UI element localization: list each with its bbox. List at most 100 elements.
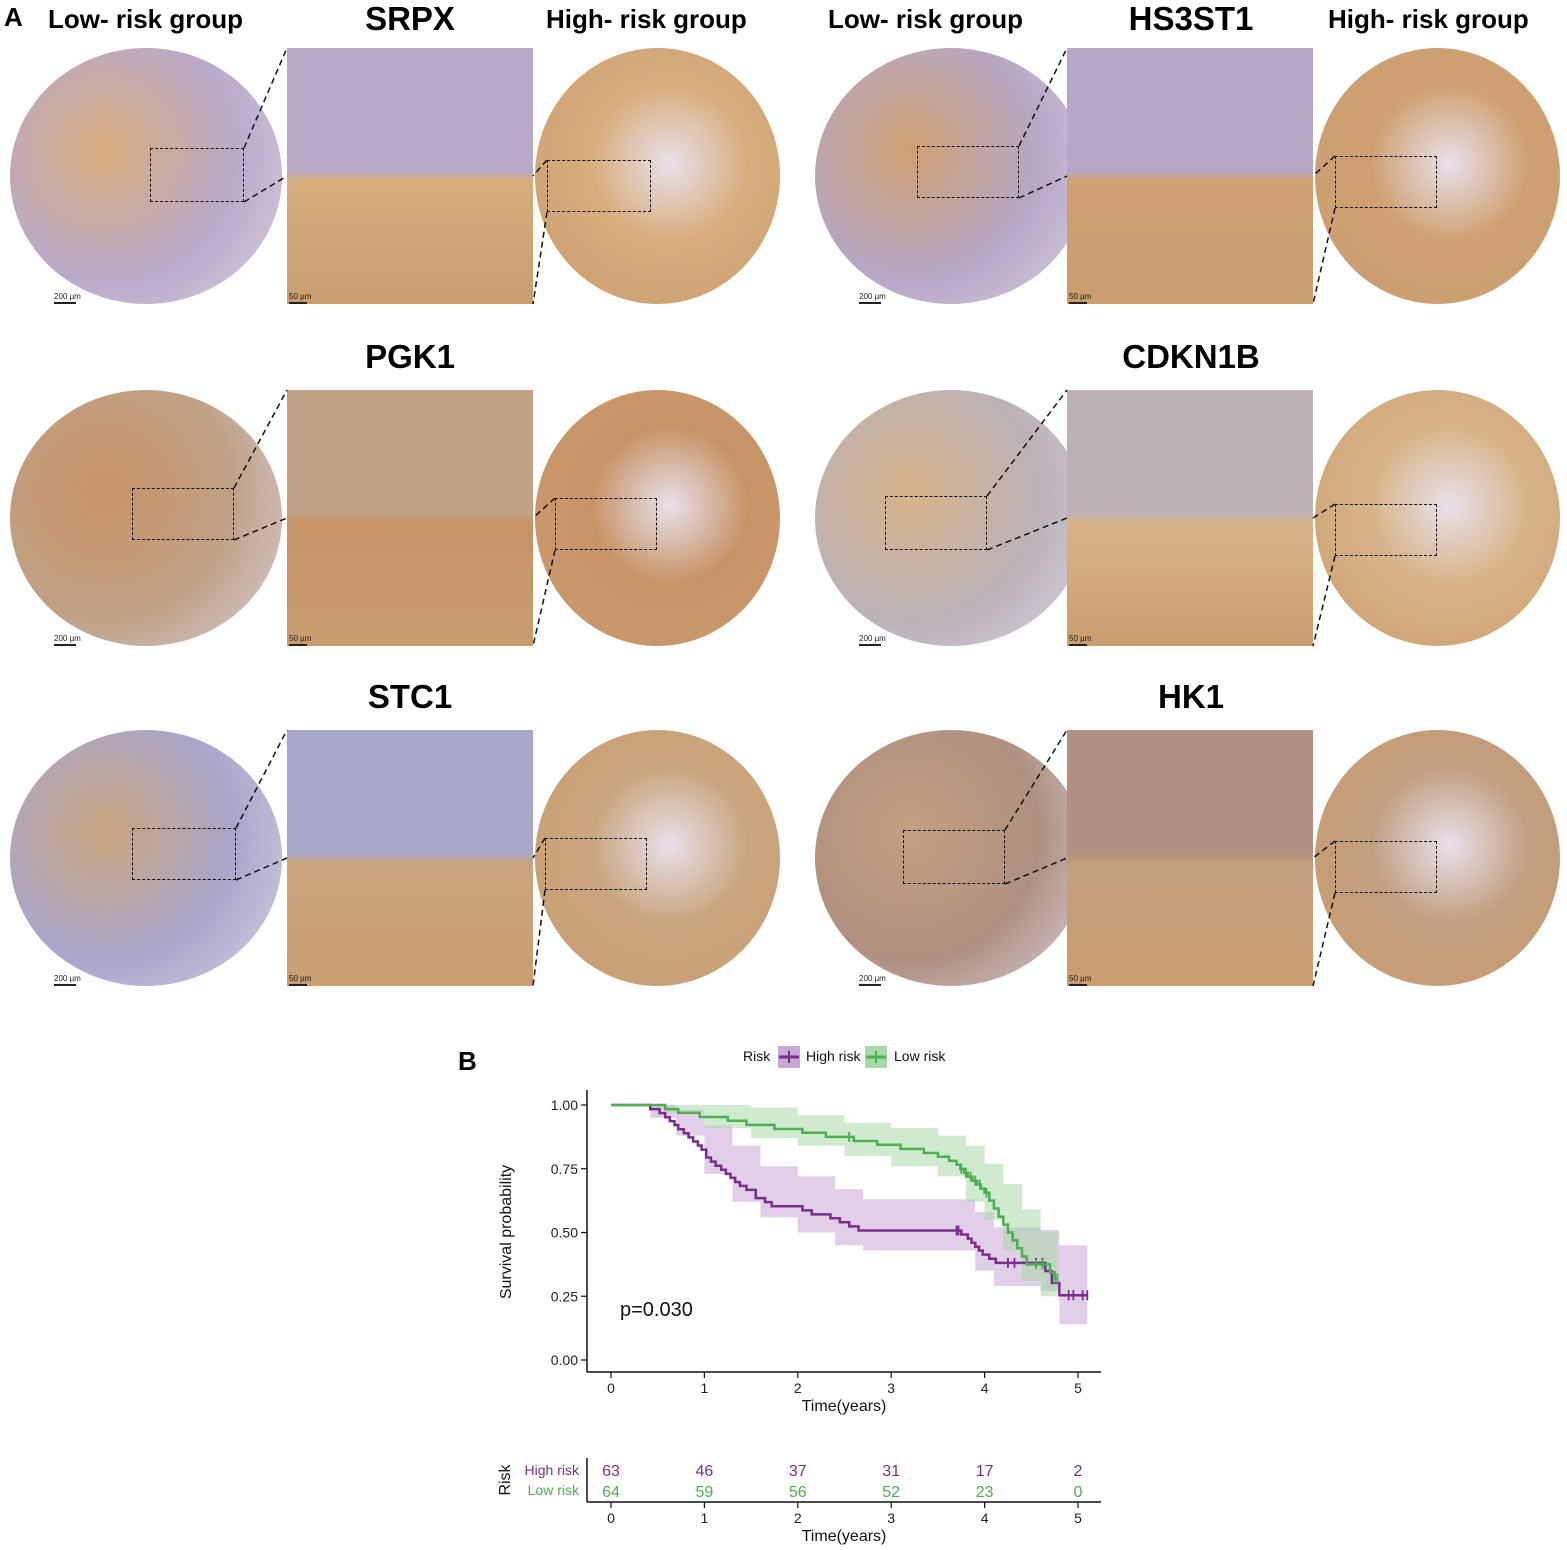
p-value-annotation: p=0.030	[620, 1299, 693, 1321]
scale-bar-50um: 50 µm	[1069, 292, 1091, 304]
x-tick-label: 1	[701, 1380, 709, 1396]
zoom-connector-line	[1312, 892, 1336, 987]
tissue-core-low-risk	[10, 48, 282, 304]
scale-bar-50um: 50 µm	[1069, 974, 1091, 986]
x-tick-label: 0	[607, 1510, 615, 1526]
x-tick-label: 2	[794, 1510, 802, 1526]
low-risk-group-label-left: Low- risk group	[48, 4, 243, 34]
panel-a-letter: A	[4, 2, 23, 32]
risk-table-x-ticks: 0 1 2 3 4 5	[607, 1502, 1082, 1526]
zoom-connector-line	[1018, 47, 1068, 147]
risk-table-count: 56	[789, 1484, 807, 1501]
gene-title-hs3st1: HS3ST1	[1128, 0, 1254, 37]
legend-item-high-risk: High risk	[778, 1046, 861, 1068]
scale-label: 50 µm	[1069, 634, 1092, 643]
tissue-core-low-risk	[815, 730, 1087, 986]
gene-title-pgk1: PGK1	[365, 338, 455, 375]
scale-label: 200 µm	[54, 634, 81, 643]
x-tick-label: 3	[887, 1510, 895, 1526]
zoom-connector-line	[1312, 207, 1336, 305]
scale-label: 200 µm	[54, 974, 81, 983]
risk-table-title: Risk	[497, 1463, 514, 1495]
risk-table-count: 23	[976, 1484, 994, 1501]
scale-label: 50 µm	[1069, 974, 1092, 983]
gene-title-stc1: STC1	[367, 678, 453, 715]
legend-title: Risk	[743, 1048, 771, 1064]
tissue-core-high-risk	[1315, 48, 1560, 304]
zoom-connector-line	[1312, 503, 1336, 519]
zoomed-region	[287, 390, 533, 646]
y-tick-label: 0.25	[551, 1288, 578, 1304]
scale-bar-50um: 50 µm	[289, 974, 311, 986]
zoomed-region	[287, 48, 533, 304]
zoomed-region	[1067, 390, 1313, 646]
zoom-connector-line	[235, 729, 288, 829]
roi-box-low-risk	[917, 146, 1019, 198]
zoom-connector-line	[986, 517, 1068, 551]
risk-table-count: 2	[1074, 1463, 1083, 1480]
zoom-connector-line	[986, 389, 1068, 497]
x-axis-ticks: 0 1 2 3 4 5	[607, 1372, 1082, 1396]
confidence-bands	[611, 1105, 1088, 1325]
scale-label: 200 µm	[54, 292, 81, 301]
panel-b-letter: B	[458, 1046, 477, 1076]
scale-label: 50 µm	[1069, 292, 1092, 301]
tissue-core-high-risk	[1315, 390, 1560, 646]
legend-label-low-risk: Low risk	[894, 1048, 946, 1064]
zoom-connector-line	[532, 837, 546, 859]
risk-table-count: 0	[1074, 1484, 1083, 1501]
scale-label: 50 µm	[289, 292, 312, 301]
x-tick-label: 5	[1074, 1510, 1082, 1526]
y-tick-label: 0.50	[551, 1225, 578, 1241]
x-tick-label: 2	[794, 1380, 802, 1396]
x-tick-label: 4	[981, 1510, 989, 1526]
zoom-connector-line	[243, 175, 288, 203]
zoom-connector-lines	[233, 47, 1336, 987]
confidence-band-low-risk	[611, 1105, 1058, 1304]
scale-bar-50um: 50 µm	[1069, 634, 1091, 646]
zoom-connector-line	[243, 47, 288, 149]
gene-title-hk1: HK1	[1157, 678, 1225, 715]
risk-table-x-axis-label: Time(years)	[802, 1528, 887, 1545]
y-axis-label: Survival probability	[498, 1165, 515, 1299]
zoomed-region	[1067, 48, 1313, 304]
scale-bar-50um: 50 µm	[289, 634, 311, 646]
low-risk-group-label-right: Low- risk group	[828, 4, 1023, 34]
survival-curve-high-risk	[611, 1103, 1088, 1297]
scale-label: 50 µm	[289, 974, 312, 983]
confidence-band-high-risk	[611, 1105, 1088, 1325]
y-tick-label: 0.00	[551, 1352, 578, 1368]
risk-table-count: 59	[696, 1484, 714, 1501]
risk-table-count: 63	[602, 1463, 620, 1480]
zoom-connector-line	[1312, 555, 1336, 647]
censor-marks	[848, 1131, 1089, 1301]
y-axis-ticks: 0.00 0.25 0.50 0.75 1.00	[551, 1097, 587, 1368]
zoom-connector-line	[532, 889, 546, 987]
legend-label-high-risk: High risk	[806, 1048, 861, 1064]
scale-label: 200 µm	[859, 634, 886, 643]
roi-box-low-risk	[885, 496, 987, 550]
scale-label: 200 µm	[859, 292, 886, 301]
roi-box-high-risk	[1335, 841, 1437, 893]
scale-bar-200um: 200 µm	[859, 292, 886, 304]
risk-table-cells: 63 46 37 31 17 2 64 59 56 52 23 0	[602, 1463, 1082, 1501]
legend-item-low-risk: Low risk	[865, 1046, 946, 1068]
roi-box-high-risk	[1335, 504, 1437, 556]
zoomed-region	[287, 730, 533, 986]
risk-table-count: 17	[976, 1463, 994, 1480]
x-tick-label: 5	[1074, 1380, 1082, 1396]
tissue-core-low-risk	[815, 390, 1087, 646]
zoom-connector-line	[233, 389, 288, 489]
tissue-core-high-risk	[535, 730, 780, 986]
tissue-core-low-risk	[10, 390, 282, 646]
scale-bar-200um: 200 µm	[54, 634, 81, 646]
risk-table-count: 37	[789, 1463, 807, 1480]
survival-curves	[611, 1103, 1088, 1297]
zoom-connector-line	[1018, 175, 1068, 199]
gene-title-srpx: SRPX	[365, 0, 455, 37]
zoom-connector-line	[1312, 155, 1336, 177]
x-tick-label: 3	[887, 1380, 895, 1396]
zoomed-region	[1067, 730, 1313, 986]
x-tick-label: 0	[607, 1380, 615, 1396]
